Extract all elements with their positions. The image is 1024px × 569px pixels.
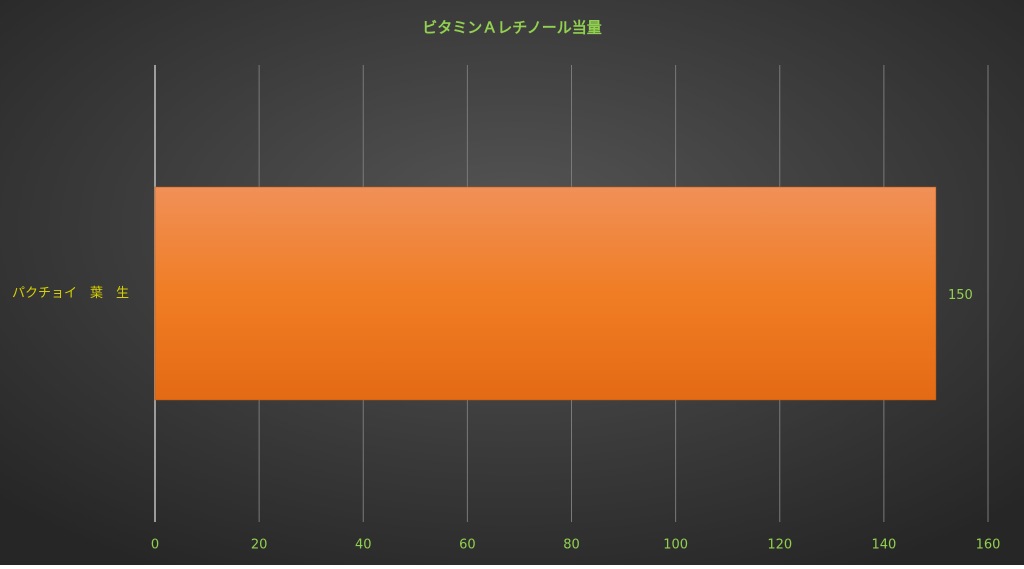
chart-title: ビタミンＡレチノール当量	[422, 19, 602, 37]
x-tick-label: 0	[151, 538, 159, 553]
y-tick-label: パクチョイ 葉 生	[12, 286, 129, 301]
x-tick-label: 60	[459, 538, 476, 553]
x-tick-label: 140	[871, 538, 896, 553]
x-tick-label: 160	[976, 538, 1001, 553]
x-tick-label: 80	[563, 538, 580, 553]
x-tick-label: 120	[767, 538, 792, 553]
x-tick-label: 100	[663, 538, 688, 553]
bar	[154, 186, 937, 401]
x-tick-label: 20	[251, 538, 268, 553]
x-tick-label: 40	[355, 538, 372, 553]
data-label: 150	[948, 288, 973, 303]
